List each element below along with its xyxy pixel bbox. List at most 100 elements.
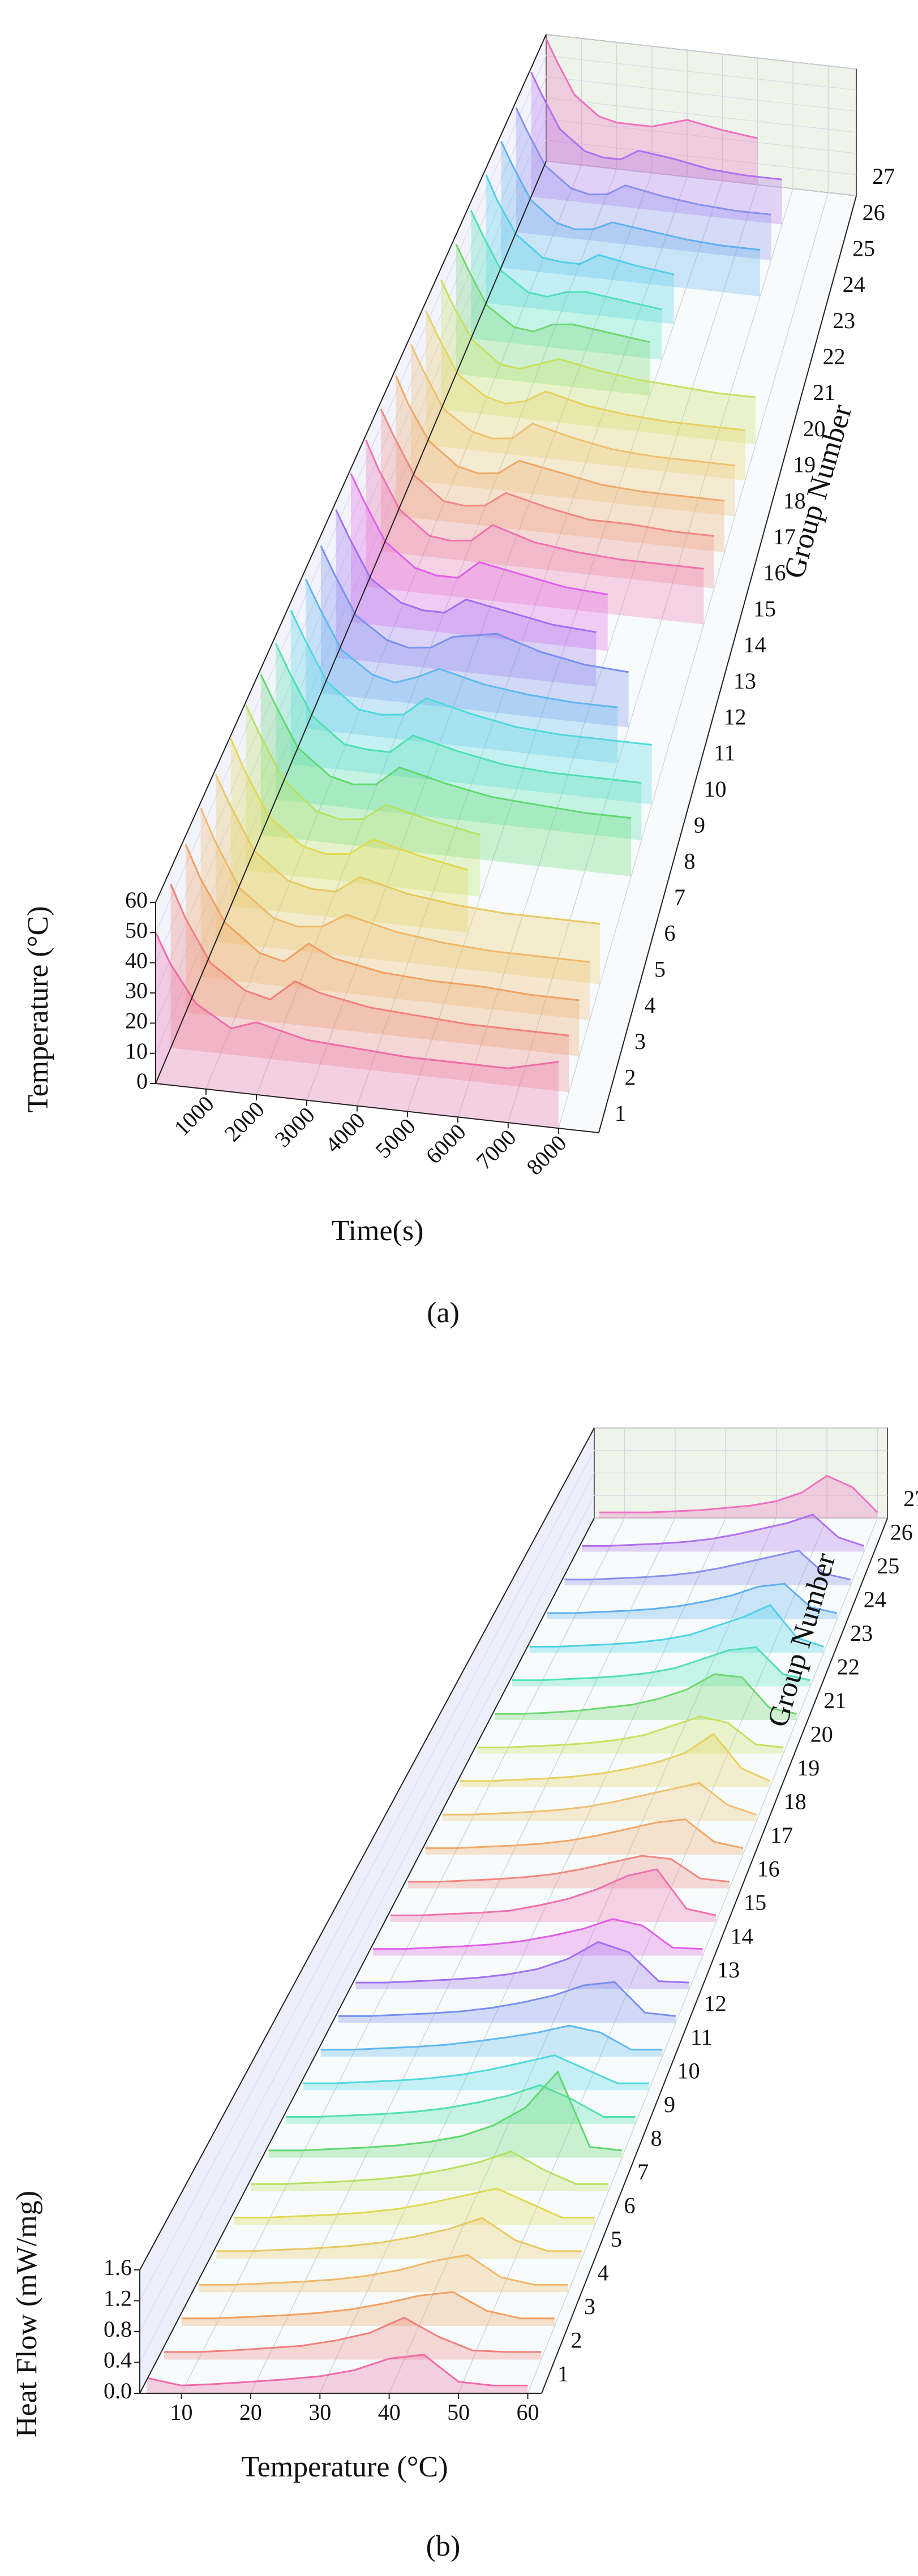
line <box>230 738 469 871</box>
group-label: 22 <box>823 344 846 369</box>
group-label: 9 <box>694 812 705 838</box>
line <box>200 807 590 963</box>
group-label: 24 <box>864 1587 886 1612</box>
area <box>276 643 642 841</box>
group-label: 24 <box>843 272 865 297</box>
group-label: 26 <box>863 200 885 225</box>
group-label: 20 <box>810 1722 833 1747</box>
group-label: 17 <box>773 524 796 549</box>
line <box>425 311 745 431</box>
area <box>390 1869 717 1922</box>
line <box>274 643 642 784</box>
group-label: 15 <box>753 596 776 621</box>
line <box>335 509 597 633</box>
area <box>200 808 590 1021</box>
area <box>582 1514 864 1552</box>
line <box>260 674 632 819</box>
line <box>216 2217 582 2252</box>
area <box>286 2085 636 2124</box>
area <box>216 775 600 984</box>
group-label: 13 <box>733 668 756 694</box>
group-label: 2 <box>571 2328 582 2353</box>
area <box>306 579 618 764</box>
group-label: 22 <box>837 1654 860 1680</box>
group-label: 27 <box>903 1486 918 1511</box>
area <box>441 279 756 445</box>
line <box>395 375 725 502</box>
line <box>529 1604 824 1648</box>
group-label: 13 <box>717 1957 740 1982</box>
y-tick-label: 20 <box>125 1008 148 1034</box>
y-tick-label: 0.4 <box>104 2347 132 2373</box>
group-label: 11 <box>690 2024 713 2050</box>
line <box>373 1918 703 1950</box>
axis-line <box>155 1083 599 1133</box>
line <box>443 1782 757 1816</box>
grid-line <box>155 76 857 963</box>
area <box>486 174 674 324</box>
line <box>170 883 569 1037</box>
area <box>181 2292 555 2326</box>
line <box>185 844 580 1001</box>
line <box>470 210 662 311</box>
group-label: 1 <box>615 1100 626 1126</box>
x-tick-label: 5000 <box>370 1113 420 1163</box>
axis-line <box>541 1517 889 2394</box>
area <box>156 932 559 1129</box>
x-tick-label: 50 <box>447 2399 470 2425</box>
area <box>246 705 481 897</box>
area <box>170 884 569 1093</box>
x-axis-label: Time(s) <box>332 1215 424 1247</box>
y-tick-label: 50 <box>125 918 148 943</box>
grid-line <box>155 97 857 994</box>
line <box>545 38 758 139</box>
line <box>500 141 761 251</box>
line <box>268 2070 623 2152</box>
group-label: 23 <box>850 1620 873 1646</box>
group-label: 3 <box>584 2294 595 2319</box>
area <box>290 610 652 805</box>
axis-line <box>155 34 547 903</box>
area <box>529 1605 824 1653</box>
area <box>381 409 714 588</box>
group-label: 19 <box>797 1755 820 1781</box>
group-label: 26 <box>890 1520 913 1545</box>
group-label: 15 <box>744 1890 766 1915</box>
grid-line <box>139 1495 888 2363</box>
line <box>455 243 650 343</box>
y-tick-label: 0.8 <box>104 2316 132 2342</box>
area <box>477 1716 784 1754</box>
line <box>485 174 675 276</box>
area <box>251 2151 609 2191</box>
group-label: 19 <box>793 452 816 478</box>
group-label: 18 <box>783 488 806 513</box>
line <box>251 2151 609 2185</box>
area <box>355 1942 689 1989</box>
y-tick-label: 10 <box>125 1038 148 1064</box>
area <box>320 2025 663 2057</box>
x-tick-label: 6000 <box>421 1119 470 1168</box>
caption: (b) <box>426 2530 461 2562</box>
area <box>495 1674 797 1720</box>
line <box>380 408 714 537</box>
y-tick-label: 0.0 <box>104 2378 132 2403</box>
area <box>338 1982 676 2023</box>
line <box>305 579 618 708</box>
group-label: 8 <box>651 2126 662 2151</box>
group-label: 10 <box>704 776 727 802</box>
area <box>230 738 468 933</box>
area <box>501 141 760 296</box>
group-label: 21 <box>813 380 835 405</box>
area <box>471 210 662 360</box>
y-tick-label: 1.6 <box>104 2255 132 2280</box>
line <box>164 2316 542 2353</box>
x-axis-label: Temperature (°C) <box>241 2451 448 2483</box>
y-tick-label: 0 <box>136 1068 148 1094</box>
area <box>366 440 704 625</box>
group-label: 11 <box>714 740 736 766</box>
line <box>320 2024 663 2051</box>
y-tick-label: 30 <box>125 978 148 1003</box>
floor <box>156 161 857 1133</box>
line <box>564 1549 851 1581</box>
group-label: 25 <box>852 235 875 261</box>
